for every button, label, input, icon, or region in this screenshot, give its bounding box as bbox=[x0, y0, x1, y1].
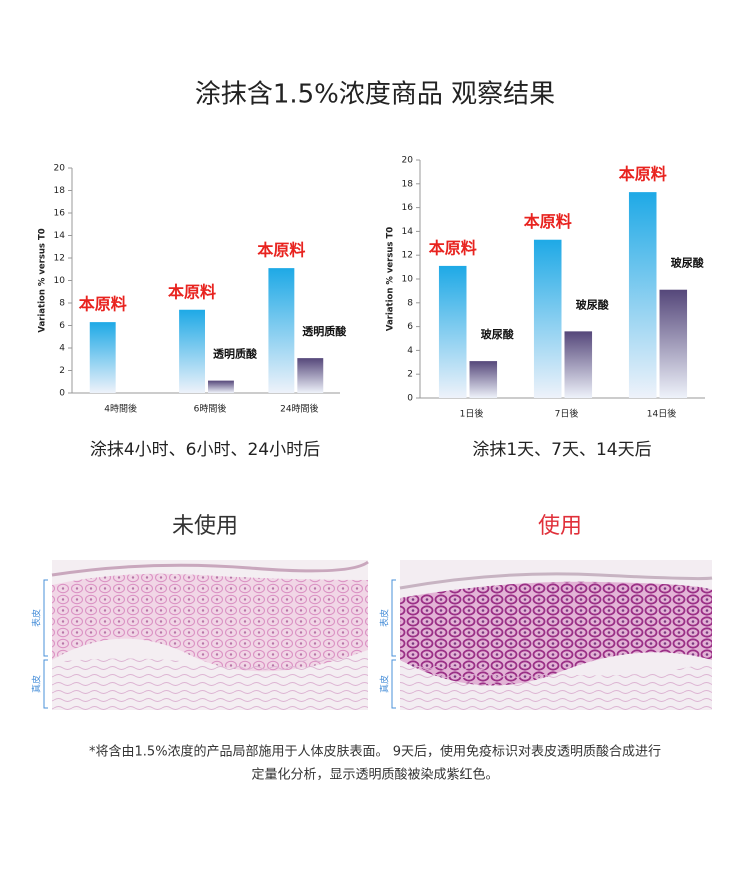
bar-label: 本原料 bbox=[524, 212, 572, 231]
x-tick-label: 1日後 bbox=[460, 408, 484, 420]
bar bbox=[438, 265, 467, 398]
image-label: 使用 bbox=[538, 514, 582, 539]
bar bbox=[268, 268, 295, 393]
x-tick-label: 7日後 bbox=[555, 408, 579, 420]
bracket bbox=[391, 579, 396, 709]
bracket bbox=[43, 579, 48, 709]
y-tick-label: 2 bbox=[59, 366, 65, 376]
x-tick-label: 14日後 bbox=[647, 408, 676, 420]
bar-label: 本原料 bbox=[257, 241, 305, 260]
bar bbox=[179, 309, 205, 393]
y-tick-label: 20 bbox=[402, 156, 414, 166]
bar-label: 透明质酸 bbox=[302, 324, 347, 338]
bar bbox=[659, 289, 688, 398]
y-tick-label: 0 bbox=[407, 394, 413, 404]
dermis bbox=[52, 652, 368, 710]
epidermis-cells bbox=[400, 581, 712, 686]
dermis bbox=[400, 662, 712, 710]
y-tick-label: 14 bbox=[54, 231, 66, 241]
y-tick-label: 18 bbox=[54, 186, 66, 196]
y-tick-label: 20 bbox=[54, 164, 66, 174]
y-tick-label: 0 bbox=[59, 389, 65, 399]
bar-label: 玻尿酸 bbox=[671, 256, 705, 270]
bar bbox=[628, 192, 657, 398]
y-tick-label: 6 bbox=[407, 322, 413, 332]
caption: 涂抹1天、7天、14天后 bbox=[472, 440, 651, 460]
y-tick-label: 16 bbox=[54, 209, 66, 219]
image-label: 未使用 bbox=[172, 514, 238, 539]
bar bbox=[208, 380, 234, 393]
x-tick-label: 6時間後 bbox=[194, 403, 227, 415]
y-tick-label: 10 bbox=[402, 275, 414, 285]
y-tick-label: 18 bbox=[402, 179, 414, 189]
y-tick-label: 6 bbox=[59, 321, 65, 331]
x-tick-label: 4時間後 bbox=[104, 403, 137, 415]
y-tick-label: 12 bbox=[54, 254, 65, 264]
x-tick-label: 24時間後 bbox=[280, 403, 318, 415]
stratum-corneum bbox=[399, 572, 713, 590]
bar bbox=[533, 239, 562, 398]
bar-label: 透明质酸 bbox=[213, 347, 258, 361]
bar bbox=[469, 361, 498, 398]
layer-label: 表皮 bbox=[31, 609, 43, 627]
y-tick-label: 2 bbox=[407, 370, 413, 380]
histology-image bbox=[399, 560, 713, 710]
y-tick-label: 8 bbox=[59, 299, 65, 309]
bar bbox=[297, 358, 324, 393]
y-tick-label: 8 bbox=[407, 298, 413, 308]
caption: 涂抹4小时、6小时、24小时后 bbox=[90, 440, 320, 460]
footnote: *将含由1.5%浓度的产品局部施用于人体皮肤表面。 9天后，使用免疫标识对表皮透… bbox=[89, 744, 661, 760]
bar-label: 本原料 bbox=[79, 295, 127, 314]
page-title: 涂抹含1.5%浓度商品 观察结果 bbox=[195, 80, 555, 110]
bar bbox=[89, 322, 116, 393]
y-tick-label: 4 bbox=[59, 344, 65, 354]
chart: 0 2 4 6 8 10 12 14 16 18 20 Variation % versus T0 1日… bbox=[386, 156, 705, 420]
layer-label: 真皮 bbox=[379, 675, 391, 693]
y-axis-title: Variation % versus T0 bbox=[38, 228, 48, 332]
bar-label: 本原料 bbox=[429, 238, 477, 257]
stratum-corneum bbox=[51, 560, 369, 577]
y-tick-label: 12 bbox=[402, 251, 413, 261]
y-axis-title: Variation % versus T0 bbox=[386, 227, 396, 331]
bar-label: 玻尿酸 bbox=[576, 297, 610, 311]
footnote: 定量化分析，显示透明质酸被染成紫红色。 bbox=[251, 767, 498, 783]
y-tick-label: 10 bbox=[54, 276, 66, 286]
bar-label: 玻尿酸 bbox=[481, 327, 515, 341]
layer-label: 表皮 bbox=[379, 609, 391, 627]
y-tick-label: 14 bbox=[402, 227, 414, 237]
histology-image bbox=[51, 560, 369, 710]
bar-label: 本原料 bbox=[619, 165, 667, 184]
y-tick-label: 4 bbox=[407, 346, 413, 356]
chart: 0 2 4 6 8 10 12 14 16 18 20 Variation % versus T0 4時… bbox=[38, 164, 348, 415]
layer-brackets bbox=[43, 579, 396, 709]
bar bbox=[564, 331, 593, 398]
layer-label: 真皮 bbox=[31, 675, 43, 693]
epidermis-cells bbox=[52, 573, 368, 672]
y-tick-label: 16 bbox=[402, 203, 414, 213]
bar-label: 本原料 bbox=[168, 282, 216, 301]
